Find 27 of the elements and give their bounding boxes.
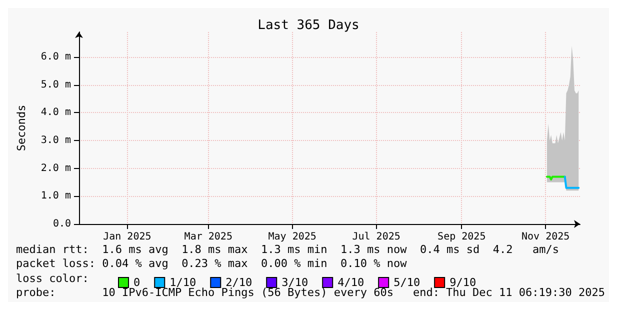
legend-label: 4/10 [338,276,364,289]
y-tick-label: 3.0 m [40,135,71,146]
text: packet loss: 0.04 % avg 0.23 % max 0.00 % min 0.10 % now [16,257,408,270]
chart-title: Last 365 Days [258,18,360,33]
y-tick-label: 6.0 m [40,52,71,63]
y-tick-label: 4.0 m [40,107,71,118]
x-tick-label: Jan 2025 [103,232,152,242]
text: median rtt: 1.6 ms avg 1.8 ms max 1.3 ms min 1.3 ms now 0.4 ms sd 4.2 am/s [16,243,560,256]
y-tick-label: 1.0 m [40,190,71,202]
legend-label: 9/10 [450,276,476,289]
legend-label: 1/10 [170,276,196,289]
y-axis-title: Seconds [15,104,28,152]
x-tick-label: May 2025 [268,232,316,242]
text: probe: 10 IPv6-ICMP Echo Pings (56 Bytes) every 60s [16,286,394,299]
legend-label: 5/10 [394,276,420,289]
y-tick-label: 5.0 m [40,79,71,90]
x-tick-label: Jul 2025 [352,232,400,242]
legend-label: 0 [134,276,140,289]
legend-label: 3/10 [282,276,308,289]
legend-label: 2/10 [226,276,252,289]
x-tick-label: Sep 2025 [438,232,486,242]
y-tick-label: 0.0 [52,218,71,230]
x-tick-label: Nov 2025 [522,232,570,242]
legend-title: loss color: [16,272,89,285]
y-tick-label: 2.0 m [40,162,71,174]
x-tick-label: Mar 2025 [184,232,232,242]
text: end: Thu Dec 11 06:19:30 2025 [412,286,606,299]
